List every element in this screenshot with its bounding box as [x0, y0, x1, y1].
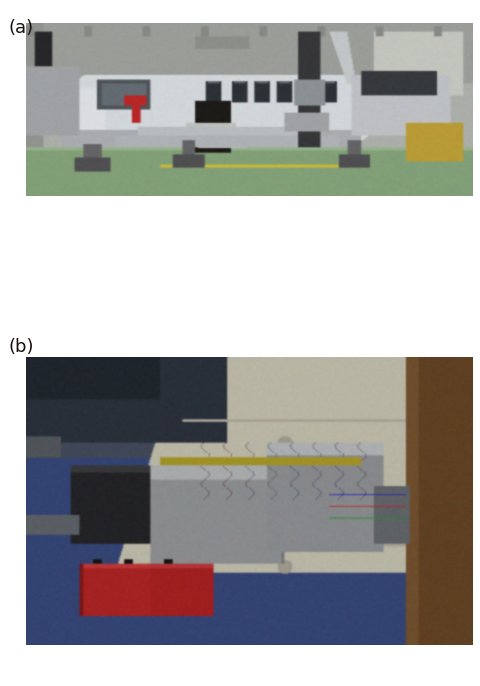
Text: (b): (b)	[9, 338, 34, 355]
Text: (a): (a)	[9, 19, 34, 37]
